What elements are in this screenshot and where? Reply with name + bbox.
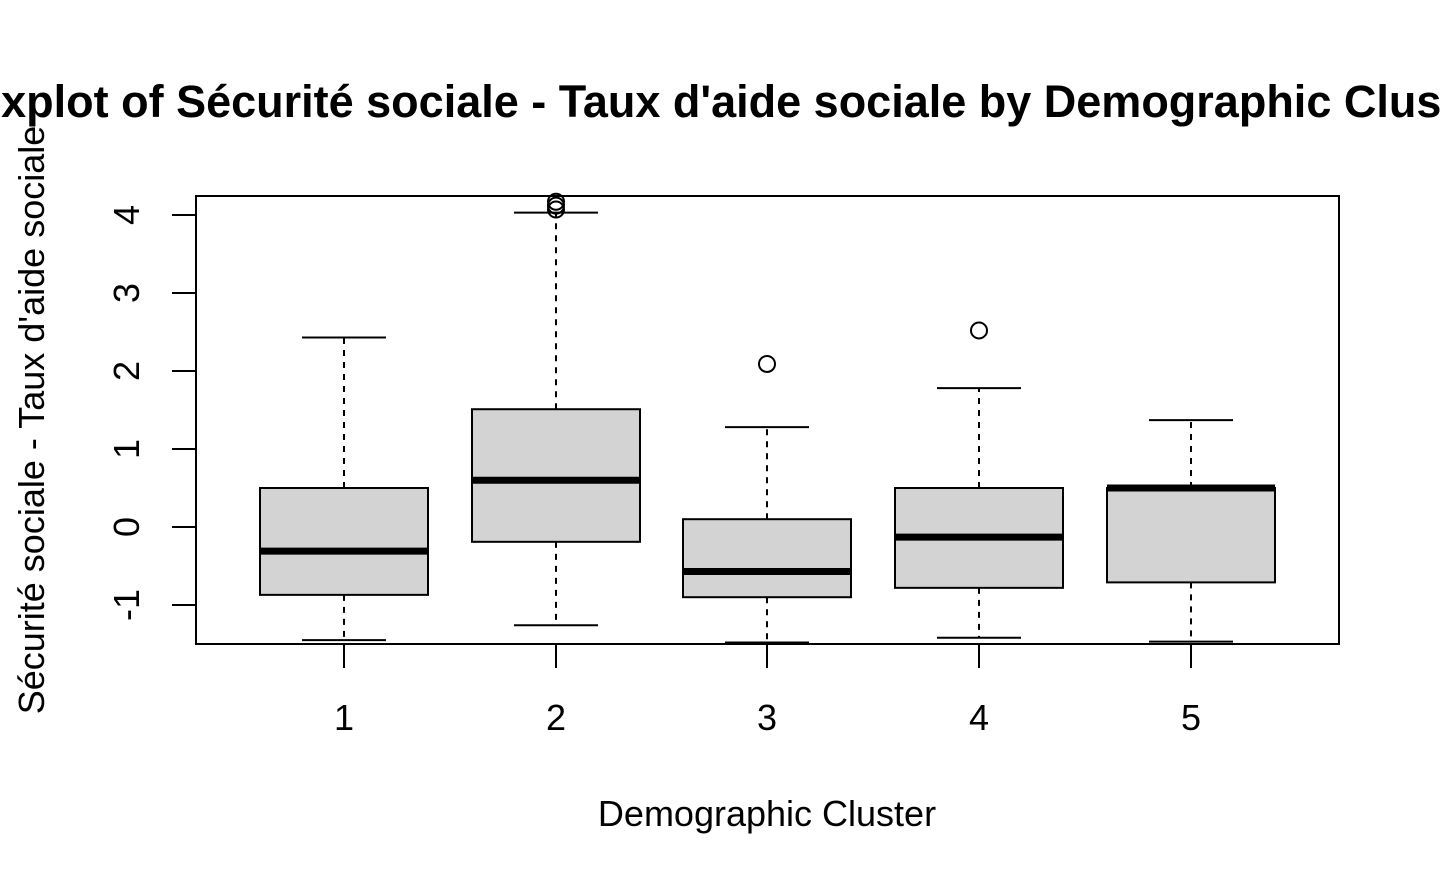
box-5	[1106, 487, 1276, 584]
x-axis-label: Demographic Cluster	[598, 793, 936, 834]
x-axis: 1 2 3 4 5	[334, 643, 1201, 738]
box-1	[259, 487, 429, 596]
outlier-point	[547, 192, 565, 211]
x-tick-label: 5	[1181, 697, 1201, 738]
y-tick-label: 4	[106, 205, 147, 225]
outlier-point	[970, 321, 988, 340]
y-tick-label: 3	[106, 283, 147, 303]
y-tick-label: 1	[106, 439, 147, 459]
y-tick-label: -1	[106, 589, 147, 621]
x-tick-label: 4	[969, 697, 989, 738]
outlier-point	[758, 354, 776, 373]
y-tick-label: 0	[106, 517, 147, 537]
x-tick-label: 2	[546, 697, 566, 738]
box-3	[682, 518, 852, 599]
x-tick-label: 1	[334, 697, 354, 738]
y-tick-label: 2	[106, 361, 147, 381]
x-tick-label: 3	[757, 697, 777, 738]
box-2	[471, 408, 641, 543]
y-axis-label: Sécurité sociale - Taux d'aide sociale	[11, 126, 52, 715]
y-axis: -1 0 1 2 3 4	[106, 205, 197, 621]
box-group	[259, 192, 1276, 644]
chart-title: Boxplot of Sécurité sociale - Taux d'aid…	[0, 76, 1440, 127]
outlier-point	[547, 196, 565, 215]
